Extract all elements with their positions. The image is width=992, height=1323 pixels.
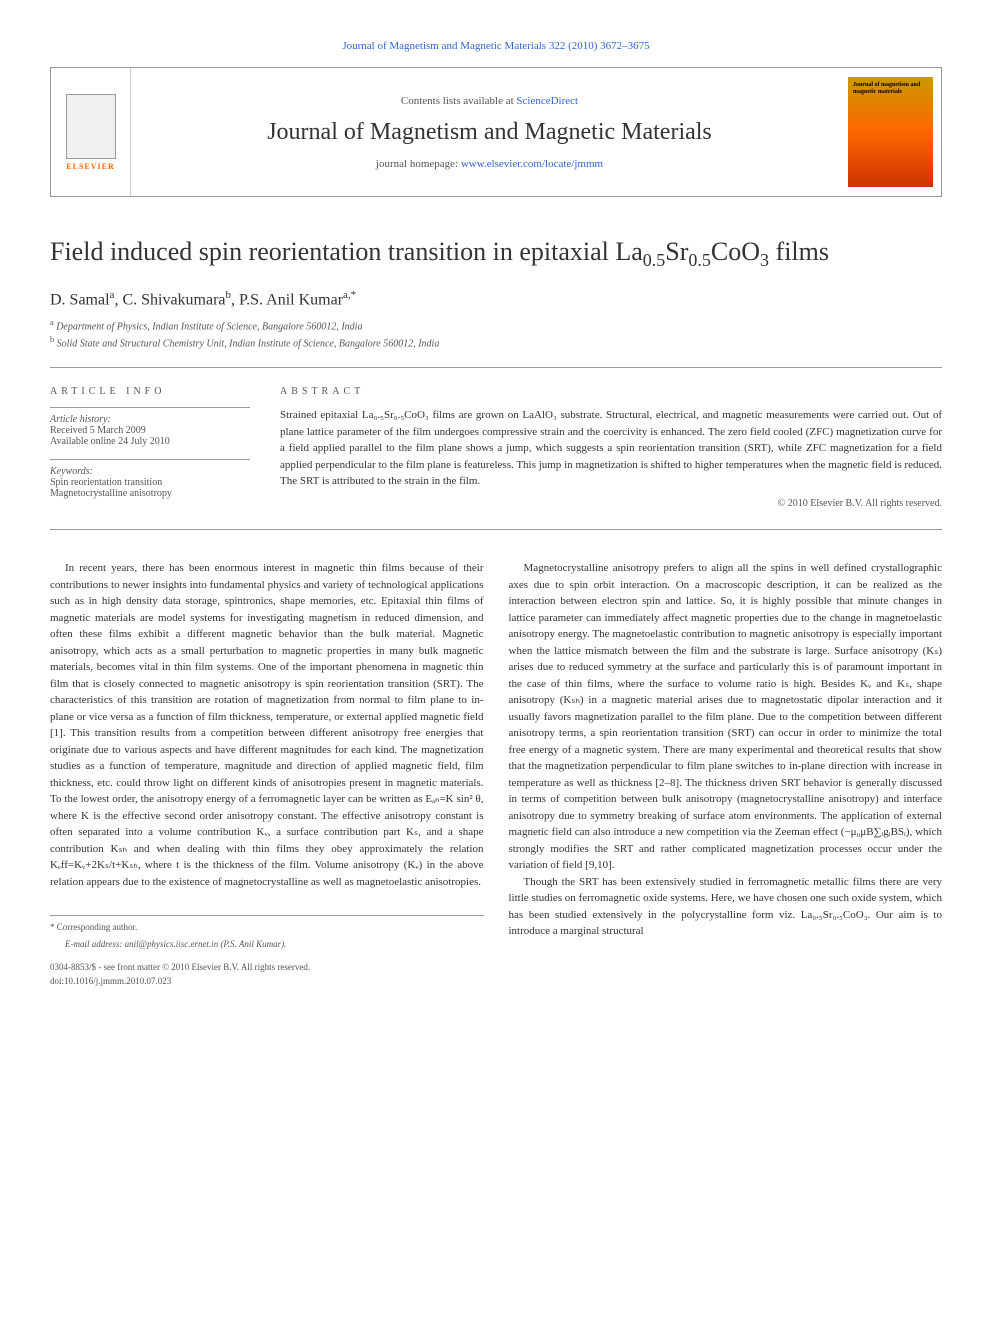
issn-line: 0304-8853/$ - see front matter © 2010 El…	[50, 961, 484, 975]
title-mid1: Sr	[665, 237, 688, 266]
keywords-label: Keywords:	[50, 466, 250, 477]
footer-notes: * Corresponding author. E-mail address: …	[50, 915, 484, 988]
journal-cover-text: Journal of magnetism and magnetic materi…	[853, 82, 933, 95]
elsevier-tree-icon	[66, 94, 116, 159]
aff-a-sup: a	[50, 318, 54, 327]
body-para-1: In recent years, there has been enormous…	[50, 560, 484, 890]
author-3-sup: a,*	[343, 289, 356, 301]
contents-prefix: Contents lists available at	[401, 95, 516, 107]
sciencedirect-link[interactable]: ScienceDirect	[516, 95, 578, 107]
title-post: films	[769, 237, 829, 266]
info-heading: ARTICLE INFO	[50, 386, 250, 397]
homepage-link[interactable]: www.elsevier.com/locate/jmmm	[461, 158, 603, 170]
journal-cover-icon: Journal of magnetism and magnetic materi…	[848, 77, 933, 187]
abstract-heading: ABSTRACT	[280, 386, 942, 397]
body-para-3: Though the SRT has been extensively stud…	[509, 874, 943, 940]
homepage-line: journal homepage: www.elsevier.com/locat…	[141, 158, 838, 170]
title-mid2: CoO	[711, 237, 760, 266]
journal-header: ELSEVIER Contents lists available at Sci…	[50, 67, 942, 197]
contents-line: Contents lists available at ScienceDirec…	[141, 95, 838, 107]
history-label: Article history:	[50, 414, 250, 425]
corresponding-author: * Corresponding author.	[50, 921, 484, 935]
divider-top	[50, 367, 942, 368]
abstract-text: Strained epitaxial La₀.₅Sr₀.₅CoO₃ films …	[280, 407, 942, 490]
homepage-prefix: journal homepage:	[376, 158, 461, 170]
body-para-2: Magnetocrystalline anisotropy prefers to…	[509, 560, 943, 874]
title-sub1: 0.5	[643, 250, 666, 270]
body-col-2: Magnetocrystalline anisotropy prefers to…	[509, 560, 943, 988]
email-label: E-mail address:	[65, 939, 122, 949]
copyright-line: © 2010 Elsevier B.V. All rights reserved…	[280, 498, 942, 509]
keyword-2: Magnetocrystalline anisotropy	[50, 488, 250, 499]
doi-line: doi:10.1016/j.jmmm.2010.07.023	[50, 975, 484, 989]
citation-line: Journal of Magnetism and Magnetic Materi…	[50, 40, 942, 52]
abstract-section: ABSTRACT Strained epitaxial La₀.₅Sr₀.₅Co…	[280, 386, 942, 511]
divider-bottom	[50, 529, 942, 530]
history-block: Article history: Received 5 March 2009 A…	[50, 407, 250, 447]
author-3: P.S. Anil Kumar	[239, 292, 343, 309]
authors-line: D. Samala, C. Shivakumarab, P.S. Anil Ku…	[50, 289, 942, 309]
email-value: anil@physics.iisc.ernet.in (P.S. Anil Ku…	[125, 939, 287, 949]
title-sub2: 0.5	[688, 250, 711, 270]
author-1: D. Samal	[50, 292, 110, 309]
email-line: E-mail address: anil@physics.iisc.ernet.…	[65, 938, 484, 952]
body-col-1: In recent years, there has been enormous…	[50, 560, 484, 988]
body-columns: In recent years, there has been enormous…	[50, 560, 942, 988]
history-online: Available online 24 July 2010	[50, 436, 250, 447]
affiliation-a: a Department of Physics, Indian Institut…	[50, 318, 942, 332]
elsevier-logo: ELSEVIER	[51, 68, 131, 196]
aff-b-sup: b	[50, 335, 54, 344]
article-info: ARTICLE INFO Article history: Received 5…	[50, 386, 250, 511]
history-received: Received 5 March 2009	[50, 425, 250, 436]
author-2-sup: b	[226, 289, 232, 301]
article-title: Field induced spin reorientation transit…	[50, 237, 942, 271]
info-abstract-row: ARTICLE INFO Article history: Received 5…	[50, 386, 942, 511]
header-center: Contents lists available at ScienceDirec…	[131, 85, 848, 180]
author-2: C. Shivakumara	[122, 292, 225, 309]
title-sub3: 3	[760, 250, 769, 270]
journal-name: Journal of Magnetism and Magnetic Materi…	[141, 119, 838, 146]
affiliation-b: b Solid State and Structural Chemistry U…	[50, 335, 942, 349]
elsevier-label: ELSEVIER	[66, 162, 114, 171]
aff-b-text: Solid State and Structural Chemistry Uni…	[57, 338, 440, 349]
keywords-block: Keywords: Spin reorientation transition …	[50, 459, 250, 499]
title-pre: Field induced spin reorientation transit…	[50, 237, 643, 266]
keyword-1: Spin reorientation transition	[50, 477, 250, 488]
aff-a-text: Department of Physics, Indian Institute …	[56, 321, 362, 332]
author-1-sup: a	[110, 289, 115, 301]
